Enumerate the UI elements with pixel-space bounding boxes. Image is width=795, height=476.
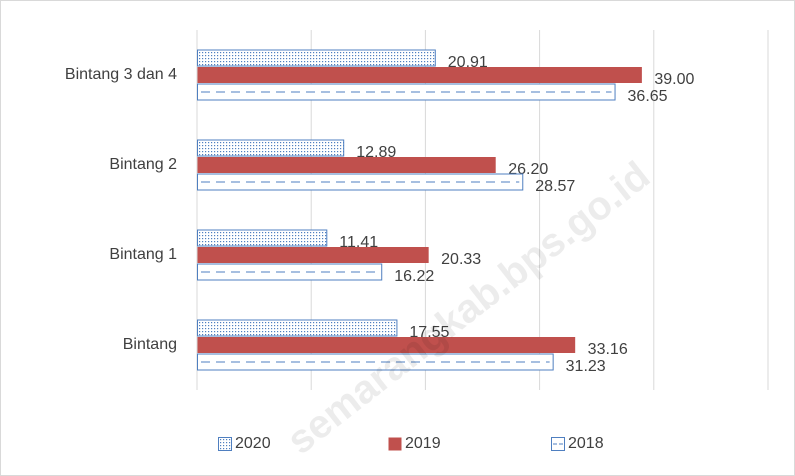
bar <box>197 247 429 263</box>
bar <box>197 83 616 101</box>
legend-label: 2020 <box>235 435 271 452</box>
value-label: 36.65 <box>628 88 668 105</box>
value-label: 20.33 <box>441 251 481 268</box>
legend-swatch <box>388 437 402 451</box>
bar <box>197 353 554 371</box>
y-tick-label: Bintang 3 dan 4 <box>65 66 177 83</box>
bar <box>197 173 524 191</box>
value-label: 11.41 <box>339 234 378 251</box>
value-label: 12.89 <box>356 144 396 161</box>
legend-swatch <box>551 437 565 451</box>
value-label: 16.22 <box>394 268 434 285</box>
value-label: 28.57 <box>535 178 575 195</box>
bar <box>197 263 383 281</box>
bar <box>197 157 496 173</box>
bar <box>197 67 642 83</box>
bar <box>197 139 345 157</box>
legend-label: 2019 <box>405 435 441 452</box>
y-tick-label: Bintang 1 <box>109 246 177 263</box>
legend-swatch <box>218 437 232 451</box>
bar <box>197 319 398 337</box>
legend-label: 2018 <box>568 435 604 452</box>
value-label: 33.16 <box>588 341 628 358</box>
y-tick-label: Bintang 2 <box>109 156 177 173</box>
bar <box>197 337 576 353</box>
value-label: 39.00 <box>654 71 694 88</box>
y-tick-label: Bintang <box>123 336 177 353</box>
value-label: 31.23 <box>566 358 606 375</box>
value-label: 20.91 <box>448 54 488 71</box>
bar <box>197 229 328 247</box>
bar <box>197 49 436 67</box>
value-label: 17.55 <box>409 324 449 341</box>
